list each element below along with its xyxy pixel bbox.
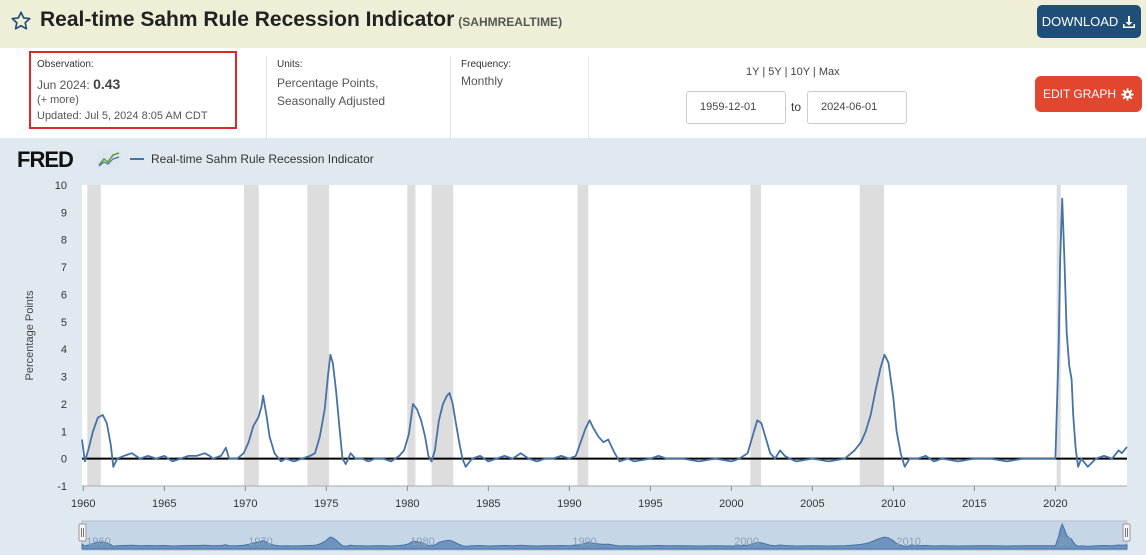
chart-legend: Real-time Sahm Rule Recession Indicator: [130, 152, 374, 166]
y-tick-label: 1: [61, 426, 67, 438]
range-max[interactable]: Max: [818, 66, 840, 78]
edit-graph-button[interactable]: EDIT GRAPH: [1035, 76, 1142, 112]
range-1y[interactable]: 1Y: [746, 66, 760, 78]
x-tick-label: 2020: [1043, 498, 1067, 510]
more-observations-link[interactable]: (+ more): [37, 94, 79, 106]
y-tick-label: -1: [57, 481, 67, 493]
x-tick-label: 1970: [233, 498, 257, 510]
series-id: (SAHMREALTIME): [458, 15, 563, 29]
observation-value: Jun 2024: 0.43: [37, 76, 235, 92]
x-tick-label: 2005: [800, 498, 824, 510]
frequency-label: Frequency:: [461, 59, 512, 70]
navigator-tick-label: 2010: [896, 536, 920, 548]
y-tick-label: 5: [61, 317, 67, 329]
recession-shading: [87, 185, 101, 486]
date-to-label: to: [791, 100, 802, 114]
recession-shading: [859, 185, 884, 486]
y-tick-label: 8: [61, 235, 67, 247]
recession-shading: [431, 185, 454, 486]
observation-label: Observation:: [37, 59, 94, 70]
range-selector: 1Y | 5Y | 10Y | Max: [746, 66, 840, 78]
observation-number: 0.43: [93, 76, 121, 92]
frequency-info: Frequency: Monthly: [461, 59, 511, 88]
units-value-line1: Percentage Points,: [277, 76, 379, 90]
series-metadata: Observation: Jun 2024: 0.43 (+ more) Upd…: [0, 48, 1146, 138]
divider: [588, 56, 589, 138]
y-tick-label: 7: [61, 262, 67, 274]
navigator-tick-label: 1970: [248, 536, 272, 548]
navigator-tick-label: 1990: [572, 536, 596, 548]
x-tick-label: 1995: [638, 498, 662, 510]
series-line: [81, 197, 1128, 468]
navigator-tick-label: 1980: [410, 536, 434, 548]
navigator-tick-label: 1960: [86, 536, 110, 548]
x-tick-label: 2000: [719, 498, 743, 510]
navigator-handle[interactable]: [1122, 523, 1131, 542]
x-tick-label: 2010: [881, 498, 905, 510]
observation-box: Observation: Jun 2024: 0.43 (+ more) Upd…: [29, 51, 237, 129]
y-tick-label: 0: [61, 454, 67, 466]
x-tick-label: 1965: [152, 498, 176, 510]
x-tick-label: 2015: [962, 498, 986, 510]
y-tick-label: 10: [55, 180, 67, 192]
star-icon[interactable]: [10, 10, 32, 32]
y-tick-label: 4: [61, 344, 67, 356]
legend-label: Real-time Sahm Rule Recession Indicator: [151, 152, 374, 166]
navigator-handle[interactable]: [78, 523, 87, 542]
fred-logo[interactable]: FRED: [17, 147, 74, 172]
y-tick-label: 2: [61, 399, 67, 411]
updated-timestamp: Updated: Jul 5, 2024 8:05 AM CDT: [37, 110, 208, 122]
x-tick-label: 1960: [71, 498, 95, 510]
download-label: DOWNLOAD: [1041, 14, 1119, 29]
page-title: Real-time Sahm Rule Recession Indicator(…: [40, 8, 562, 32]
units-value-line2: Seasonally Adjusted: [277, 94, 386, 108]
edit-graph-label: EDIT GRAPH: [1042, 87, 1117, 101]
line-chart[interactable]: -1 0 1 2 3 4 5 6 7 8 9 10 1960 1965 1970 1975 1980 1985 19…: [0, 138, 1146, 555]
y-tick-label: 6: [61, 289, 67, 301]
y-axis-label: Percentage Points: [24, 290, 36, 380]
chart-logo-icon: [97, 150, 121, 168]
frequency-value: Monthly: [461, 74, 504, 88]
recession-shading: [244, 185, 259, 486]
page-header: Real-time Sahm Rule Recession Indicator(…: [0, 0, 1146, 48]
y-tick-label: 9: [61, 207, 67, 219]
navigator-tick-label: 2000: [734, 536, 758, 548]
start-date-input[interactable]: 1959-12-01: [686, 91, 786, 124]
navigator-series: [81, 522, 1128, 550]
x-tick-label: 1980: [395, 498, 419, 510]
gear-icon: [1121, 87, 1134, 101]
x-tick-label: 1990: [557, 498, 581, 510]
units-info: Units: Percentage Points, Seasonally Adj…: [277, 59, 385, 110]
y-tick-label: 3: [61, 372, 67, 384]
x-tick-label: 1975: [314, 498, 338, 510]
series-title: Real-time Sahm Rule Recession Indicator: [40, 8, 455, 31]
chart-area: FRED Real-time Sahm Rule Recession Indic…: [0, 138, 1146, 555]
range-5y[interactable]: 5Y: [768, 66, 782, 78]
download-icon: [1123, 15, 1136, 28]
units-label: Units:: [277, 59, 303, 70]
end-date-input[interactable]: 2024-06-01: [807, 91, 907, 124]
recession-shading: [407, 185, 416, 486]
download-button[interactable]: DOWNLOAD: [1037, 5, 1141, 38]
observation-period: Jun 2024:: [37, 78, 90, 92]
divider: [450, 56, 451, 138]
recession-shading: [750, 185, 762, 486]
legend-swatch: [130, 158, 144, 160]
recession-shading: [577, 185, 589, 486]
range-10y[interactable]: 10Y: [790, 66, 810, 78]
divider: [266, 56, 267, 138]
navigator-tick-label: 20: [1058, 536, 1070, 548]
x-tick-label: 1985: [476, 498, 500, 510]
